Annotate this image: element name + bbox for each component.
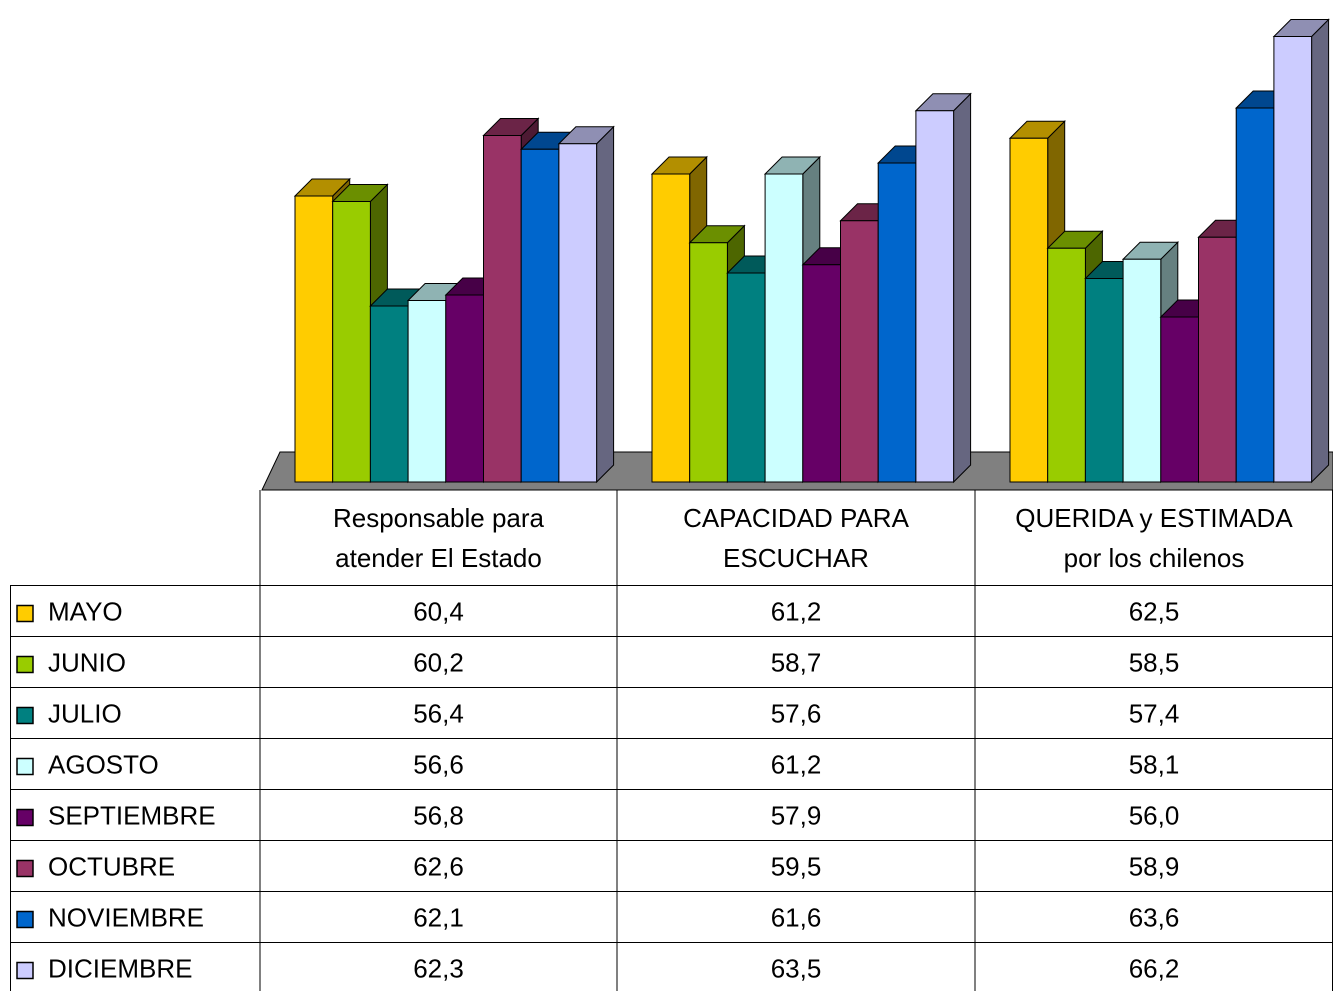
bar-side (953, 92, 972, 484)
legend-swatch (16, 961, 34, 980)
category-label: QUERIDA y ESTIMADA por los chilenos (1015, 503, 1293, 573)
bar (558, 143, 598, 483)
value-label: 60,4 (413, 596, 464, 626)
bar (445, 294, 484, 483)
legend-swatch (16, 859, 34, 878)
legend-swatch (16, 910, 34, 929)
bar (294, 195, 334, 483)
bar (915, 110, 955, 483)
legend-label: SEPTIEMBRE (48, 800, 216, 830)
bar (651, 173, 691, 483)
bar-side (1311, 18, 1330, 484)
value-label: 60,2 (413, 647, 464, 677)
bar (1235, 107, 1275, 483)
bar (1084, 278, 1124, 483)
value-label: 62,5 (1129, 596, 1180, 626)
bar (520, 148, 560, 483)
legend-swatch (16, 604, 34, 623)
value-label: 63,5 (771, 953, 822, 983)
category-label: Responsable para atender El Estado (333, 503, 545, 573)
bar (369, 305, 409, 483)
value-label: 56,6 (413, 749, 464, 779)
value-label: 61,6 (771, 902, 822, 932)
legend-label: JULIO (48, 698, 122, 728)
bar-side (596, 125, 615, 484)
bar (877, 162, 917, 483)
category-label: CAPACIDAD PARA ESCUCHAR (683, 503, 910, 573)
value-label: 57,4 (1129, 698, 1180, 728)
bar (689, 242, 728, 483)
value-label: 57,6 (771, 698, 822, 728)
bar (483, 135, 522, 483)
value-label: 56,8 (413, 800, 464, 830)
bar (726, 272, 766, 483)
value-label: 58,9 (1129, 851, 1180, 881)
value-label: 62,3 (413, 953, 464, 983)
value-label: 62,1 (413, 902, 464, 932)
bar (1009, 137, 1049, 483)
legend-label: OCTUBRE (48, 851, 175, 881)
legend-label: DICIEMBRE (48, 953, 192, 983)
legend-swatch (16, 706, 34, 725)
legend-swatch (16, 655, 34, 674)
value-label: 58,5 (1129, 647, 1180, 677)
value-label: 58,1 (1129, 749, 1180, 779)
legend-label: NOVIEMBRE (48, 902, 204, 932)
bar (1122, 258, 1162, 483)
value-label: 59,5 (771, 851, 822, 881)
legend-label: MAYO (48, 596, 123, 626)
bar (1160, 316, 1200, 483)
value-label: 62,6 (413, 851, 464, 881)
bar (407, 300, 447, 483)
bar (1273, 36, 1313, 483)
legend-label: JUNIO (48, 647, 126, 677)
bar (764, 173, 804, 483)
value-label: 61,2 (771, 749, 822, 779)
legend-swatch (16, 808, 34, 827)
value-label: 66,2 (1129, 953, 1180, 983)
value-label: 57,9 (771, 800, 822, 830)
value-label: 61,2 (771, 596, 822, 626)
value-label: 56,0 (1129, 800, 1180, 830)
legend-label: AGOSTO (48, 749, 159, 779)
legend-swatch (16, 757, 34, 776)
bar (1047, 247, 1086, 483)
value-label: 56,4 (413, 698, 464, 728)
value-label: 58,7 (771, 647, 822, 677)
bar (332, 201, 371, 483)
bar (802, 264, 841, 483)
value-label: 63,6 (1129, 902, 1180, 932)
bar (1198, 236, 1237, 483)
bar (840, 220, 879, 483)
